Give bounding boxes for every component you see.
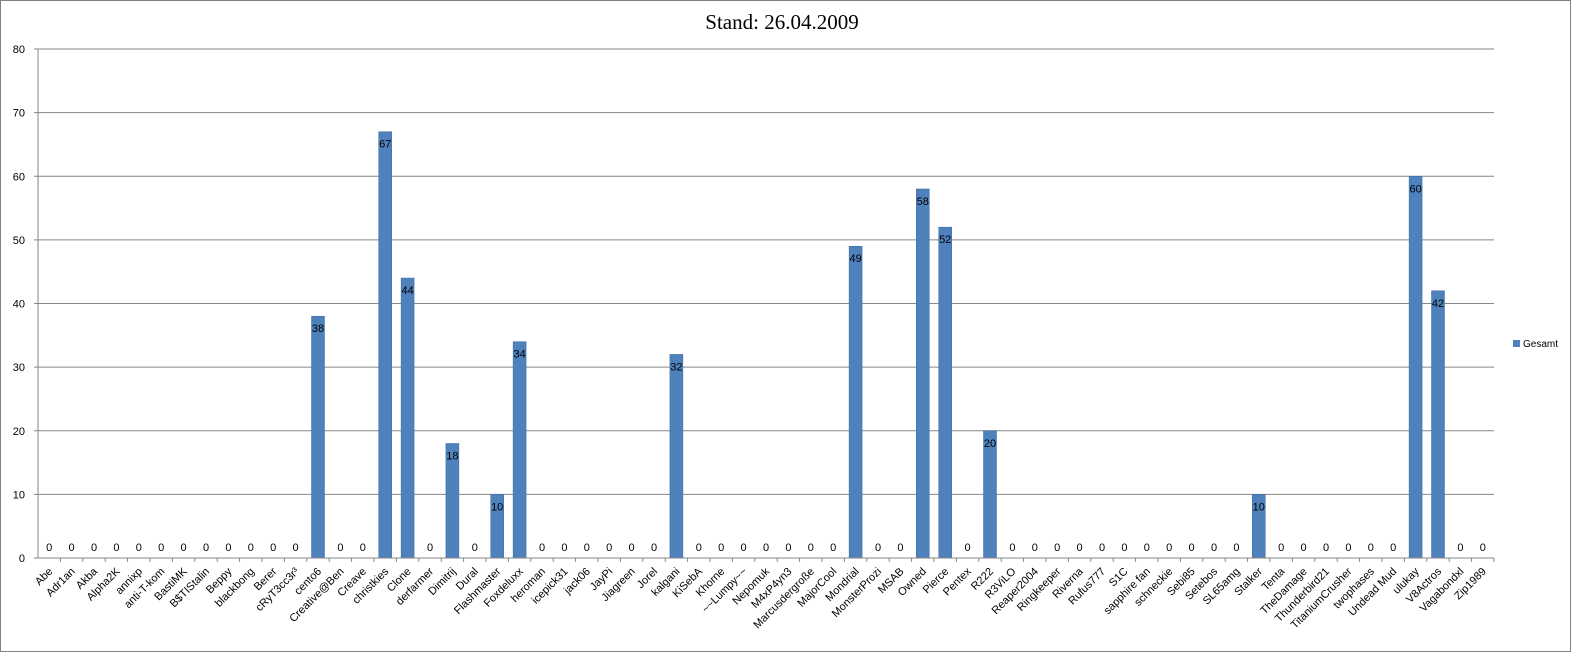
data-label: 0 <box>337 542 343 554</box>
y-tick-label: 80 <box>13 44 25 56</box>
data-label: 0 <box>360 542 366 554</box>
data-label: 0 <box>1233 542 1239 554</box>
data-label: 0 <box>1077 542 1083 554</box>
y-tick-label: 0 <box>19 553 25 565</box>
data-label: 10 <box>491 501 503 513</box>
axes <box>37 49 1494 559</box>
data-label: 0 <box>1099 542 1105 554</box>
gridlines <box>38 48 1494 495</box>
data-label: 0 <box>830 542 836 554</box>
data-label: 0 <box>1323 542 1329 554</box>
bar <box>311 315 325 559</box>
legend-swatch <box>1513 340 1520 347</box>
data-label: 0 <box>158 542 164 554</box>
data-label: 0 <box>270 542 276 554</box>
data-label: 0 <box>1368 542 1374 554</box>
y-tick-label: 60 <box>13 171 25 183</box>
data-label: 0 <box>248 542 254 554</box>
data-label: 0 <box>1345 542 1351 554</box>
data-label: 0 <box>1166 542 1172 554</box>
data-label: 0 <box>875 542 881 554</box>
data-label: 0 <box>1457 542 1463 554</box>
data-label: 38 <box>312 323 324 335</box>
data-label: 58 <box>917 196 929 208</box>
y-tick-label: 70 <box>13 108 25 120</box>
data-label: 0 <box>965 542 971 554</box>
data-label: 0 <box>181 542 187 554</box>
data-label: 0 <box>629 542 635 554</box>
data-label: 49 <box>849 253 861 265</box>
data-label: 0 <box>1054 542 1060 554</box>
data-label: 0 <box>1189 542 1195 554</box>
data-label: 0 <box>718 542 724 554</box>
data-label: 0 <box>427 542 433 554</box>
data-label: 0 <box>696 542 702 554</box>
bar <box>938 226 952 559</box>
bar <box>1431 290 1445 559</box>
data-label: 0 <box>46 542 52 554</box>
data-label: 0 <box>785 542 791 554</box>
data-label: 32 <box>670 361 682 373</box>
y-axis-ticks: 0 10 20 30 40 50 60 70 80 <box>13 44 38 565</box>
bar <box>848 245 863 559</box>
data-label: 0 <box>741 542 747 554</box>
data-label: 0 <box>1032 542 1038 554</box>
data-label: 0 <box>561 542 567 554</box>
data-label: 0 <box>1480 542 1486 554</box>
data-label: 0 <box>472 542 478 554</box>
data-label: 0 <box>1144 542 1150 554</box>
data-label: 0 <box>1278 542 1284 554</box>
bar <box>916 188 930 559</box>
data-label: 0 <box>225 542 231 554</box>
bar <box>378 131 392 559</box>
data-label: 0 <box>763 542 769 554</box>
data-label: 52 <box>939 234 951 246</box>
data-label: 0 <box>584 542 590 554</box>
data-label: 0 <box>1390 542 1396 554</box>
y-tick-label: 50 <box>13 235 25 247</box>
data-label: 44 <box>401 285 413 297</box>
data-label: 0 <box>203 542 209 554</box>
legend: Gesamt <box>1513 339 1558 350</box>
data-label: 0 <box>1211 542 1217 554</box>
data-label: 10 <box>1253 501 1265 513</box>
data-label: 0 <box>606 542 612 554</box>
x-axis-ticks: AbeAdr1anAkbaAlpha2Kannixpanti-T-komBast… <box>33 558 1495 631</box>
data-label: 0 <box>293 542 299 554</box>
data-label: 42 <box>1432 298 1444 310</box>
bar <box>983 430 997 559</box>
data-label: 0 <box>1009 542 1015 554</box>
data-label: 34 <box>513 349 525 361</box>
data-label: 0 <box>651 542 657 554</box>
legend-label-gesamt: Gesamt <box>1523 339 1558 350</box>
data-label: 0 <box>808 542 814 554</box>
y-tick-label: 30 <box>13 362 25 374</box>
bar <box>400 277 415 559</box>
bar <box>1408 176 1423 559</box>
chart-title: Stand: 26.04.2009 <box>705 10 858 34</box>
data-label: 0 <box>539 542 545 554</box>
data-label: 0 <box>113 542 119 554</box>
data-label: 67 <box>379 139 391 151</box>
y-tick-label: 10 <box>13 489 25 501</box>
data-label: 0 <box>91 542 97 554</box>
data-label: 0 <box>1121 542 1127 554</box>
data-labels: 0 0 0 0 0 0 0 0 0 0 0 0 38 0 0 67 44 0 18 0 10 34 0 0 0 0 0 0 32 0 0 0 0… <box>46 139 1486 554</box>
data-label: 18 <box>446 450 458 462</box>
data-label: 60 <box>1409 183 1421 195</box>
data-label: 0 <box>136 542 142 554</box>
data-label: 0 <box>897 542 903 554</box>
data-label: 0 <box>69 542 75 554</box>
y-tick-label: 20 <box>13 426 25 438</box>
y-tick-label: 40 <box>13 299 25 311</box>
bar <box>512 341 527 559</box>
data-label: 0 <box>1301 542 1307 554</box>
data-label: 20 <box>984 438 996 450</box>
bar <box>669 354 684 559</box>
